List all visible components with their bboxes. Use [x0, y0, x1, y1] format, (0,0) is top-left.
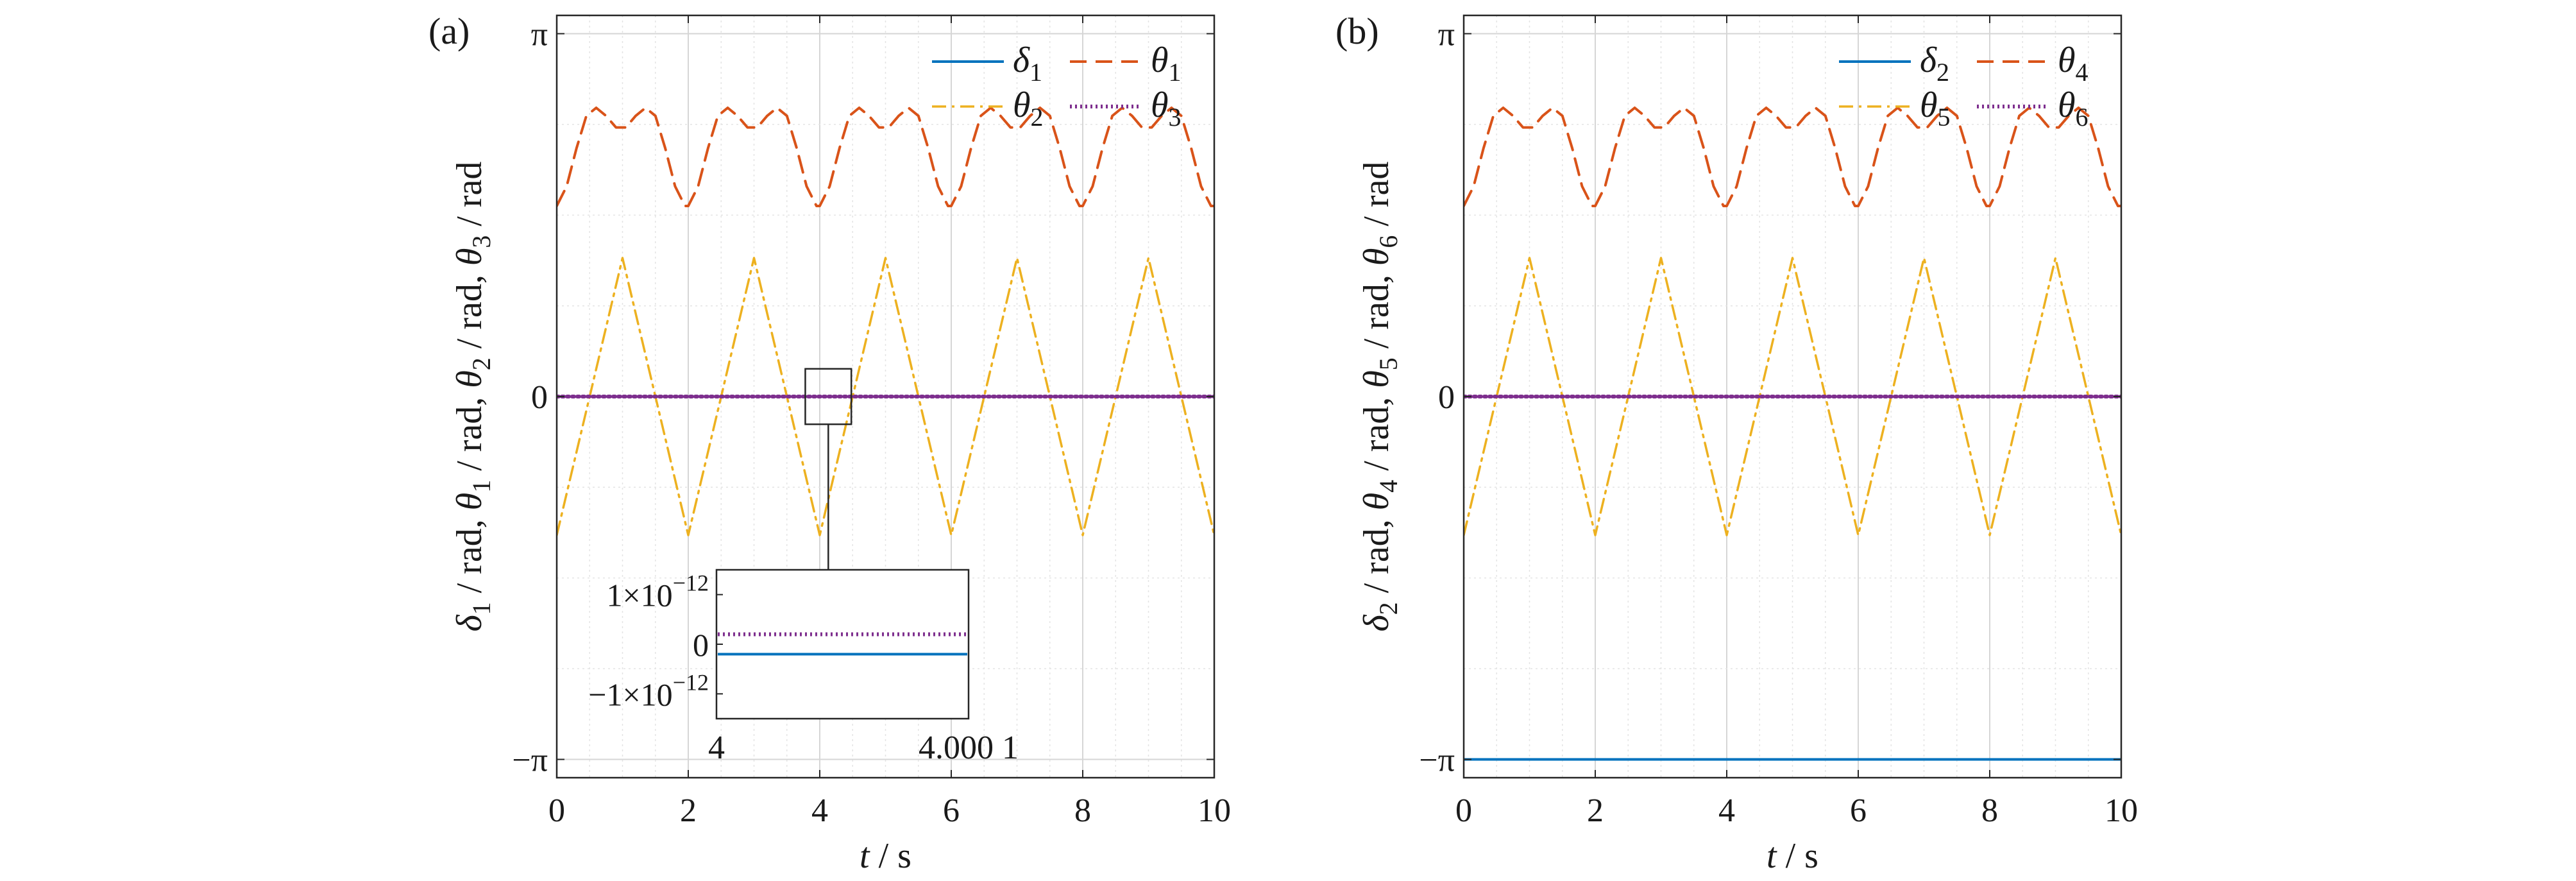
- legend-entry-label: θ2: [1013, 85, 1044, 132]
- x-axis-label: t / s: [860, 836, 911, 876]
- legend-entry-label: θ5: [1920, 85, 1951, 132]
- legend-entry-label: θ1: [1151, 40, 1182, 87]
- legend-entry-var: θ: [2058, 40, 2076, 80]
- legend-entry-label: δ2: [1920, 40, 1949, 87]
- y-axis-label-sub: 3: [467, 235, 496, 248]
- y-axis-label-unit: / rad,: [1357, 519, 1396, 602]
- x-axis-label-var: t: [860, 836, 870, 876]
- x-tick-label: 8: [1074, 792, 1091, 829]
- y-axis-label-unit: / rad,: [450, 519, 489, 602]
- y-axis-label-unit: / rad: [1357, 162, 1396, 235]
- legend-entry-label: θ6: [2058, 85, 2089, 132]
- panel-label: (b): [1335, 10, 1379, 52]
- y-axis-label-var: θ: [1357, 370, 1396, 388]
- y-axis-label-sub: 4: [1374, 480, 1403, 493]
- x-axis-label: t / s: [1767, 836, 1818, 876]
- legend-entry-sub: 1: [1169, 58, 1182, 87]
- y-axis-label-var: θ: [450, 370, 489, 388]
- inset-y-tick-exp: −12: [673, 669, 709, 695]
- inset-y-tick-base: 1×10: [606, 577, 672, 613]
- series-group: [557, 107, 1214, 536]
- y-tick-label: −π: [512, 742, 548, 778]
- y-tick-label: 0: [1438, 379, 1455, 416]
- legend-entry-var: θ: [1013, 85, 1031, 125]
- inset-y-tick-base: 0: [693, 627, 709, 663]
- series-line-theta4: [1464, 107, 2121, 207]
- panel-label: (a): [428, 10, 470, 52]
- series-line-theta1: [557, 107, 1214, 207]
- legend-entry-var: δ: [1013, 40, 1030, 80]
- legend-entry-var: θ: [1920, 85, 1938, 125]
- inset-x-tick-label: 4: [708, 730, 725, 766]
- legend-entry-var: θ: [1151, 40, 1169, 80]
- legend-entry-var: δ: [1920, 40, 1937, 80]
- inset-x-tick-label: 4.000 1: [919, 730, 1019, 766]
- y-axis-label-var: θ: [1357, 493, 1396, 511]
- y-axis-label-unit: / rad,: [1357, 275, 1396, 357]
- legend-entry-var: θ: [1151, 85, 1169, 125]
- x-tick-label: 10: [1198, 792, 1231, 829]
- y-axis-label-var: θ: [450, 248, 489, 266]
- inset: 1×10−120−1×10−124 4.000 1: [588, 569, 1019, 766]
- legend-entry-sub: 3: [1169, 103, 1182, 132]
- y-axis-label-unit: / rad,: [1357, 397, 1396, 480]
- legend-entry-label: θ3: [1151, 85, 1182, 132]
- y-axis-label-unit: / rad,: [450, 397, 489, 480]
- legend-entry-sub: 4: [2076, 58, 2089, 87]
- y-tick-label: 0: [531, 379, 548, 416]
- y-tick-label: π: [531, 17, 548, 53]
- y-axis-label-var: δ: [450, 614, 489, 631]
- x-axis-label-unit: / s: [1777, 836, 1818, 876]
- x-tick-label: 8: [1981, 792, 1998, 829]
- x-tick-label: 2: [1587, 792, 1604, 829]
- inset-y-tick-label: 0: [693, 627, 709, 663]
- inset-y-tick-exp: −12: [673, 570, 709, 596]
- y-axis-label-unit: / rad,: [450, 275, 489, 357]
- x-tick-label: 0: [548, 792, 565, 829]
- y-axis-label: δ2 / rad,θ4 / rad,θ5 / rad,θ6 / rad: [1357, 162, 1403, 632]
- legend-entry-sub: 2: [1936, 58, 1949, 87]
- y-axis-label: δ1 / rad,θ1 / rad,θ2 / rad,θ3 / rad: [450, 162, 496, 632]
- legend-entry-var: θ: [2058, 85, 2076, 125]
- legend-entry-sub: 2: [1031, 103, 1044, 132]
- x-axis-label-unit: / s: [870, 836, 911, 876]
- x-tick-label: 4: [811, 792, 828, 829]
- x-tick-label: 0: [1455, 792, 1472, 829]
- series-line-theta5: [1464, 257, 2121, 536]
- y-axis-label-unit: / rad: [450, 162, 489, 235]
- legend-entry-label: δ1: [1013, 40, 1042, 87]
- legend-entry-label: θ4: [2058, 40, 2089, 87]
- legend-entry-sub: 5: [1938, 103, 1951, 132]
- inset-y-tick-label: −1×10−12: [588, 669, 709, 712]
- y-axis-label-sub: 5: [1374, 357, 1403, 370]
- y-axis-label-var: θ: [1357, 248, 1396, 266]
- y-axis-label-var: θ: [450, 493, 489, 511]
- legend-entry-sub: 1: [1030, 58, 1042, 87]
- y-axis-label-var: δ: [1357, 614, 1396, 631]
- inset-y-tick-base: −1×10: [588, 676, 672, 712]
- x-axis-label-var: t: [1767, 836, 1777, 876]
- y-axis-label-sub: 6: [1374, 235, 1403, 248]
- x-tick-label: 6: [943, 792, 960, 829]
- x-tick-label: 2: [680, 792, 697, 829]
- inset-box: [715, 569, 970, 720]
- x-tick-label: 10: [2105, 792, 2138, 829]
- series-line-theta2: [557, 257, 1214, 536]
- y-axis-label-sub: 2: [1374, 602, 1403, 615]
- series-group: [1464, 107, 2121, 761]
- y-axis-label-sub: 2: [467, 357, 496, 370]
- y-axis-label-sub: 1: [467, 480, 496, 493]
- x-tick-label: 4: [1718, 792, 1735, 829]
- legend-entry-sub: 6: [2076, 103, 2089, 132]
- x-tick-label: 6: [1850, 792, 1867, 829]
- y-tick-label: −π: [1419, 742, 1455, 778]
- y-axis-label-sub: 1: [467, 602, 496, 615]
- inset-y-tick-label: 1×10−12: [606, 570, 709, 613]
- y-tick-label: π: [1438, 17, 1455, 53]
